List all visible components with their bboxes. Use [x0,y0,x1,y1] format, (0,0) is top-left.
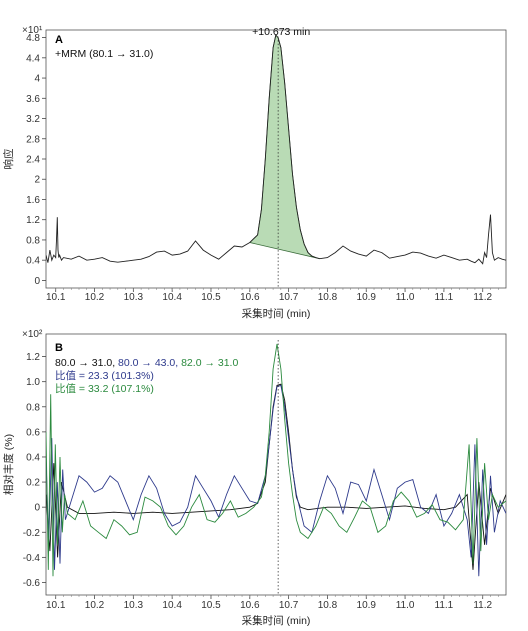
x-tick-label: 10.4 [162,600,182,611]
y-tick-label: 0.8 [26,235,40,246]
y-tick-label: 1.6 [26,195,40,206]
scale-factor-label: ×10² [22,329,43,340]
integrated-peak-area [248,34,320,260]
y-tick-label: -0.6 [23,578,41,589]
x-tick-label: 11.0 [396,292,415,303]
x-tick-label: 10.1 [46,292,66,303]
legend-ratio-1: 比值 = 23.3 (101.3%) [55,369,154,382]
x-tick-label: 10.7 [279,600,299,611]
y-tick-label: 4.8 [26,33,40,44]
y-axis-label: 相对丰度 (%) [2,434,15,495]
series-line-0 [46,383,506,570]
y-tick-label: 3.2 [26,114,40,125]
peak-annotation: +10.673 min [252,26,310,38]
x-tick-label: 10.2 [85,600,105,611]
x-tick-label: 11.2 [473,292,492,303]
y-tick-label: 4.4 [26,53,40,64]
y-tick-label: 1.0 [26,377,40,388]
x-tick-label: 10.2 [85,292,105,303]
x-tick-label: 11.1 [435,600,454,611]
y-tick-label: 2.4 [26,155,40,166]
x-tick-label: 11.1 [435,292,454,303]
y-tick-label: -0.4 [23,553,41,564]
y-tick-label: 0.8 [26,402,40,413]
y-tick-label: 0 [34,276,40,287]
x-tick-label: 11.2 [473,600,492,611]
x-tick-label: 10.1 [46,600,66,611]
y-tick-label: 0.4 [26,256,40,267]
scale-factor-label: ×10¹ [22,25,43,36]
x-tick-label: 10.5 [201,600,221,611]
y-tick-label: 4 [34,74,40,85]
y-tick-label: 2.8 [26,134,40,145]
series-line-1 [46,384,506,577]
legend-transition-0: 80.0 → 31.0, [55,357,118,369]
x-axis-label: 采集时间 (min) [242,614,311,627]
panel-label: B [55,342,63,354]
legend-transition-2: 82.0 → 31.0 [181,357,238,369]
y-tick-label: 2 [34,175,40,186]
panel-label: A [55,34,63,46]
x-tick-label: 10.8 [318,292,338,303]
y-tick-label: -0.2 [23,528,41,539]
y-axis-label: 响应 [2,148,15,169]
trace-label: +MRM (80.1 → 31.0) [55,48,153,60]
y-tick-label: 0.6 [26,427,40,438]
y-tick-label: 1.2 [26,352,40,363]
x-tick-label: 10.3 [124,600,144,611]
y-tick-label: 1.2 [26,215,40,226]
y-tick-label: 0.4 [26,452,40,463]
legend-line-transitions: 80.0 → 31.0, 80.0 → 43.0, 82.0 → 31.0 [55,357,238,369]
x-tick-label: 10.7 [279,292,299,303]
x-axis-label: 采集时间 (min) [242,307,311,320]
x-tick-label: 10.4 [162,292,182,303]
x-tick-label: 10.6 [240,292,260,303]
x-tick-label: 10.3 [124,292,144,303]
y-tick-label: 0.2 [26,478,40,489]
y-tick-label: 0 [34,503,40,514]
series-line-2 [46,343,506,577]
x-tick-label: 11.0 [396,600,415,611]
x-tick-label: 10.8 [318,600,338,611]
x-tick-label: 10.9 [357,292,377,303]
x-tick-label: 10.9 [357,600,377,611]
legend-ratio-2: 比值 = 33.2 (107.1%) [55,382,154,395]
x-tick-label: 10.6 [240,600,260,611]
legend-transition-1: 80.0 → 43.0, [118,357,181,369]
y-tick-label: 3.6 [26,94,40,105]
x-tick-label: 10.5 [201,292,221,303]
